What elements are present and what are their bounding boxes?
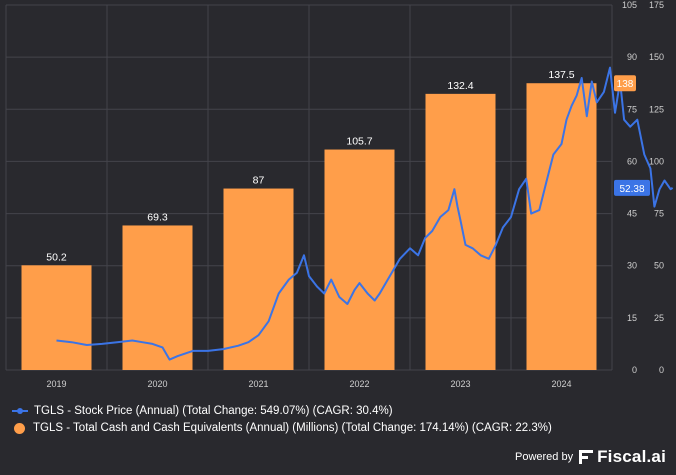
bar <box>21 265 92 370</box>
footer-branding[interactable]: Powered by Fiscal.ai <box>515 447 666 467</box>
bar <box>526 83 597 370</box>
y-tick-label-outer: 75 <box>654 209 664 219</box>
y-tick-label-outer: 100 <box>649 156 664 166</box>
bar <box>425 93 496 370</box>
legend-label-cash: TGLS - Total Cash and Cash Equivalents (… <box>33 422 552 434</box>
x-tick-label: 2023 <box>450 379 470 389</box>
y-tick-label-inner: 45 <box>627 209 637 219</box>
bar <box>122 225 193 370</box>
legend-item-stock-price[interactable]: TGLS - Stock Price (Annual) (Total Chang… <box>12 405 393 417</box>
y-tick-label-outer: 50 <box>654 261 664 271</box>
y-tick-label-outer: 25 <box>654 313 664 323</box>
y-tick-label-outer: 125 <box>649 104 664 114</box>
x-tick-label: 2021 <box>248 379 268 389</box>
y-tick-label-inner: 30 <box>627 261 637 271</box>
x-tick-label: 2022 <box>349 379 369 389</box>
bar-data-label: 132.4 <box>447 80 473 92</box>
y-tick-label-inner: 90 <box>627 52 637 62</box>
line-series-icon <box>12 407 28 415</box>
chart-svg: 50.2 69.3 87 105.7 132.4 137.5 2019 2020 2021 202… <box>5 0 674 389</box>
legend-label-stock-price: TGLS - Stock Price (Annual) (Total Chang… <box>34 405 393 417</box>
y-tick-label-outer: 150 <box>649 52 664 62</box>
bar-data-label: 69.3 <box>147 211 168 223</box>
powered-by-text: Powered by <box>515 451 574 463</box>
x-tick-label: 2019 <box>46 379 66 389</box>
y-tick-label-outer: 0 <box>659 365 664 375</box>
bar-data-label: 87 <box>253 175 265 187</box>
y-tick-label-inner: 105 <box>622 0 637 10</box>
y-tick-label-outer: 175 <box>649 0 664 10</box>
brand-name: Fiscal.ai <box>597 447 666 466</box>
bar-data-label: 137.5 <box>548 69 574 81</box>
bar-data-label: 50.2 <box>46 251 67 263</box>
bar <box>324 149 395 370</box>
price-value-badge <box>614 179 650 196</box>
bar-data-label: 105.7 <box>346 136 372 148</box>
cash-value-badge-text: 138 <box>617 79 634 90</box>
legend-item-cash[interactable]: TGLS - Total Cash and Cash Equivalents (… <box>12 422 552 434</box>
y-tick-label-inner: 15 <box>627 313 637 323</box>
x-tick-label: 2020 <box>147 379 167 389</box>
fiscal-logo-icon <box>579 450 594 464</box>
y-tick-label-inner: 60 <box>627 156 637 166</box>
y-tick-label-inner: 0 <box>632 365 637 375</box>
price-value-badge-text: 52.38 <box>619 184 644 195</box>
x-tick-label: 2024 <box>551 379 571 389</box>
bar-series-icon <box>14 422 25 434</box>
y-tick-label-inner: 75 <box>627 104 637 114</box>
cash-value-badge <box>614 75 636 92</box>
bar <box>223 188 294 370</box>
stock-price-line <box>56 66 674 361</box>
